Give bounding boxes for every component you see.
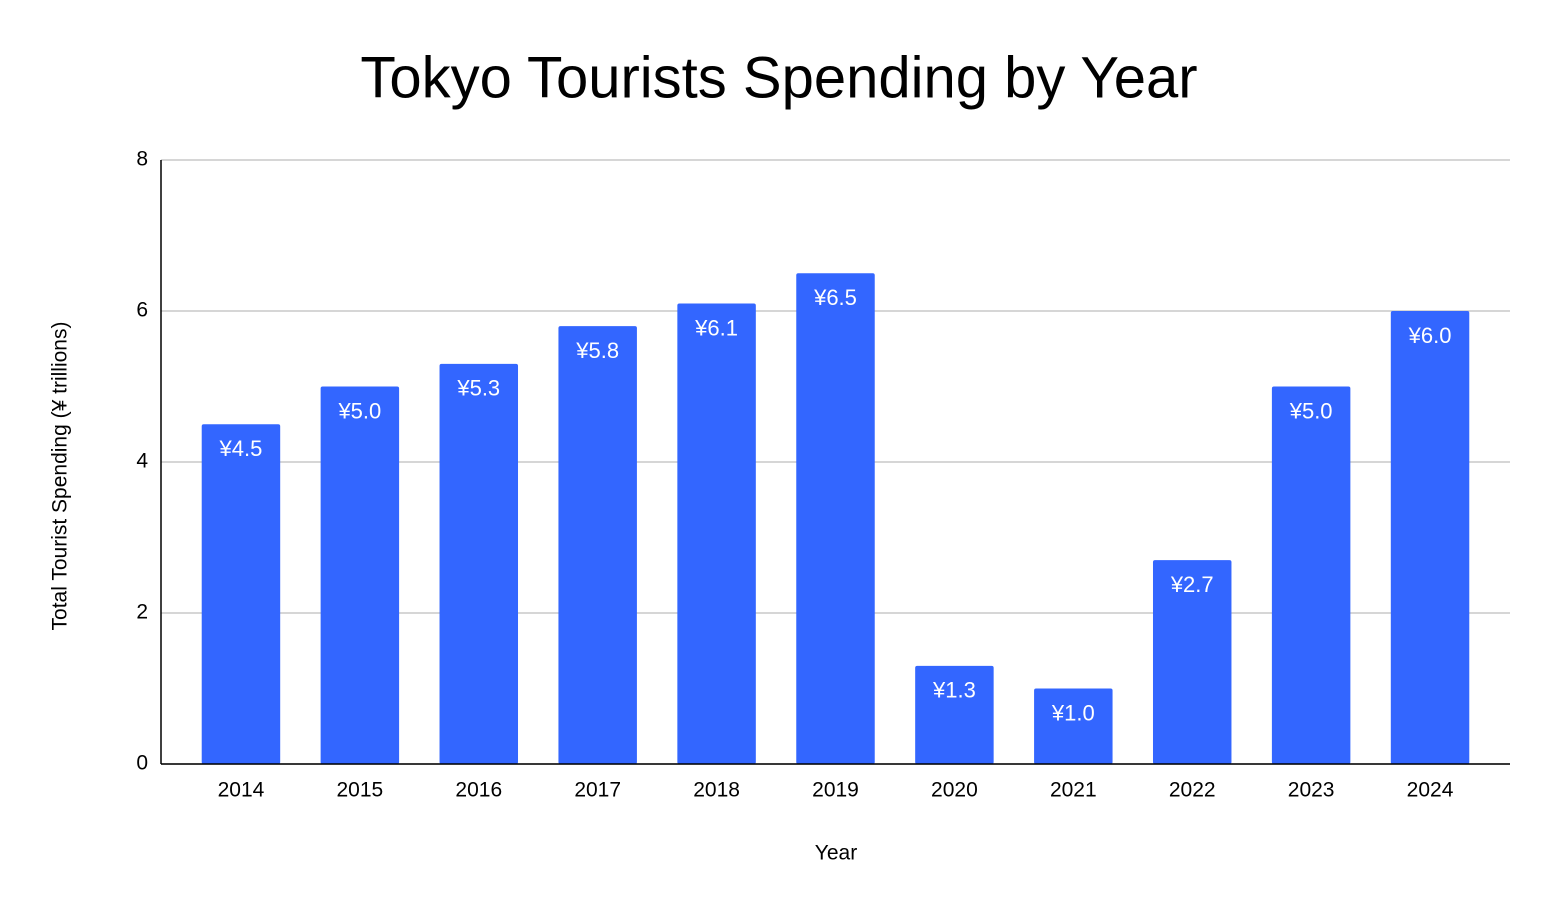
value-label: ¥4.5: [219, 436, 263, 461]
value-label: ¥6.1: [694, 315, 738, 340]
x-tick-label: 2023: [1288, 779, 1335, 802]
value-label: ¥5.0: [1289, 398, 1333, 423]
x-tick-label: 2019: [812, 779, 859, 802]
value-label: ¥6.5: [813, 285, 857, 310]
bar: [201, 424, 281, 764]
bar: [1152, 560, 1232, 764]
x-tick-label: 2021: [1050, 779, 1097, 802]
x-tick-label: 2014: [218, 779, 265, 802]
y-tick-label: 6: [136, 299, 148, 322]
bar: [439, 363, 519, 764]
bar: [1271, 386, 1351, 764]
x-tick-label: 2020: [931, 779, 978, 802]
y-tick-label: 0: [136, 752, 148, 775]
x-tick-label: 2018: [693, 779, 740, 802]
y-axis-title: Total Tourist Spending (¥ trillions): [49, 322, 72, 631]
value-label: ¥5.3: [456, 376, 500, 401]
x-tick-label: 2015: [337, 779, 384, 802]
y-tick-label: 2: [136, 601, 148, 624]
chart-title: Tokyo Tourists Spending by Year: [360, 45, 1197, 110]
bar: [1034, 688, 1113, 764]
value-label: ¥1.3: [932, 678, 976, 703]
value-label: ¥1.0: [1051, 700, 1095, 725]
x-tick-label: 2017: [574, 779, 621, 802]
x-tick-label: 2022: [1169, 779, 1216, 802]
value-label: ¥5.8: [575, 338, 619, 363]
bar: [320, 386, 400, 764]
value-label: ¥6.0: [1408, 323, 1452, 348]
value-label: ¥5.0: [337, 398, 381, 423]
x-axis-title: Year: [815, 842, 857, 865]
bar: [677, 303, 756, 764]
x-tick-label: 2016: [455, 779, 502, 802]
y-tick-label: 8: [136, 148, 148, 171]
y-tick-label: 4: [136, 450, 148, 473]
value-label: ¥2.7: [1170, 572, 1214, 597]
bar: [558, 326, 637, 764]
bar: [1390, 311, 1470, 764]
bar: [915, 665, 994, 764]
bar: [796, 273, 875, 764]
x-tick-label: 2024: [1407, 779, 1454, 802]
